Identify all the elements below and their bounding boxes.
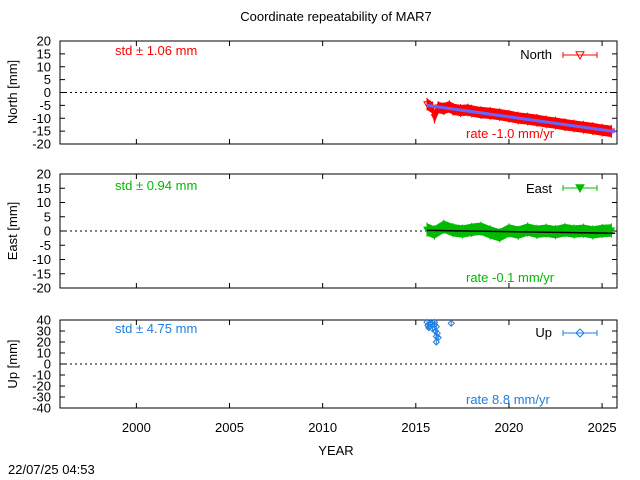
y-tick-label-north: -20 bbox=[32, 137, 51, 152]
data-point-east bbox=[505, 227, 513, 235]
std-label-north: std ± 1.06 mm bbox=[115, 43, 197, 58]
y-tick-label-up: -40 bbox=[32, 401, 51, 416]
y-label-north: North [mm] bbox=[5, 60, 20, 124]
trend-line-east bbox=[426, 229, 616, 235]
timestamp: 22/07/25 04:53 bbox=[8, 462, 95, 477]
y-tick-label-north: -15 bbox=[32, 124, 51, 139]
data-point-up bbox=[434, 333, 442, 342]
y-tick-label-east: 0 bbox=[44, 224, 51, 239]
y-tick-label-north: 0 bbox=[44, 85, 51, 100]
legend-marker-north bbox=[575, 51, 585, 61]
y-tick-label-up: 40 bbox=[37, 313, 51, 328]
std-label-east: std ± 0.94 mm bbox=[115, 178, 197, 193]
legend-label-east: East bbox=[526, 181, 552, 196]
data-point-east bbox=[495, 232, 504, 240]
y-tick-label-east: -20 bbox=[32, 281, 51, 296]
y-tick-label-east: 15 bbox=[37, 181, 51, 196]
y-tick-label-north: -10 bbox=[32, 111, 51, 126]
data-point-east bbox=[560, 227, 569, 235]
data-point-east bbox=[570, 228, 579, 236]
y-tick-label-up: 0 bbox=[44, 357, 51, 372]
std-label-up: std ± 4.75 mm bbox=[115, 321, 197, 336]
legend-label-up: Up bbox=[535, 325, 552, 340]
data-point-up bbox=[447, 319, 455, 328]
y-tick-label-east: 5 bbox=[44, 209, 51, 224]
x-tick-label: 2005 bbox=[215, 420, 244, 435]
x-tick-label: 2015 bbox=[401, 420, 430, 435]
data-up bbox=[423, 318, 455, 346]
rate-label-east: rate -0.1 mm/yr bbox=[466, 270, 555, 285]
data-point-east bbox=[579, 227, 588, 235]
x-tick-label: 2010 bbox=[308, 420, 337, 435]
rate-label-north: rate -1.0 mm/yr bbox=[466, 126, 555, 141]
y-tick-label-north: 20 bbox=[37, 34, 51, 49]
x-tick-label: 2000 bbox=[122, 420, 151, 435]
x-ticks-north bbox=[135, 41, 603, 144]
legend-marker-up bbox=[575, 328, 585, 338]
y-label-east: East [mm] bbox=[5, 202, 20, 261]
data-point-east bbox=[439, 223, 448, 231]
y-tick-label-east: -10 bbox=[32, 252, 51, 267]
legend-marker-east bbox=[575, 184, 585, 194]
data-point-east bbox=[598, 228, 606, 236]
y-tick-label-north: 10 bbox=[37, 59, 51, 74]
data-point-east bbox=[523, 226, 532, 234]
data-point-east bbox=[542, 227, 551, 235]
data-point-east bbox=[607, 227, 616, 235]
trend-line-north bbox=[426, 103, 616, 134]
x-axis-label: YEAR bbox=[318, 443, 353, 458]
y-tick-label-up: -30 bbox=[32, 390, 51, 405]
x-tick-label: 2020 bbox=[494, 420, 523, 435]
legend-symbol-north bbox=[562, 51, 598, 61]
x-ticks-east bbox=[135, 174, 603, 288]
y-label-up: Up [mm] bbox=[5, 339, 20, 388]
x-ticks-up bbox=[135, 320, 603, 408]
data-point-east bbox=[467, 226, 476, 234]
chart-title: Coordinate repeatability of MAR7 bbox=[240, 9, 432, 24]
y-tick-label-east: -5 bbox=[39, 238, 51, 253]
y-tick-label-up: 20 bbox=[37, 335, 51, 350]
legend-label-north: North bbox=[520, 47, 552, 62]
y-tick-label-north: 15 bbox=[37, 46, 51, 61]
y-tick-label-east: 20 bbox=[37, 167, 51, 182]
data-east bbox=[423, 219, 616, 243]
y-tick-label-up: 30 bbox=[37, 324, 51, 339]
data-point-up bbox=[432, 322, 441, 331]
y-tick-label-north: -5 bbox=[39, 98, 51, 113]
data-point-north bbox=[430, 114, 439, 121]
x-tick-labels: 2000 2005 2010 2015 2020 2025 bbox=[122, 420, 617, 435]
data-point-east bbox=[477, 225, 485, 233]
y-tick-label-up: 10 bbox=[37, 346, 51, 361]
y-tick-label-up: -10 bbox=[32, 368, 51, 383]
data-point-up bbox=[424, 321, 432, 330]
x-tick-label: 2025 bbox=[588, 420, 617, 435]
rate-label-up: rate 8.8 mm/yr bbox=[466, 392, 550, 407]
y-tick-label-east: -15 bbox=[32, 266, 51, 281]
y-tick-label-north: 5 bbox=[44, 72, 51, 87]
data-point-up bbox=[423, 318, 431, 326]
legend-symbol-east bbox=[562, 184, 598, 194]
y-tick-label-up: -20 bbox=[32, 379, 51, 394]
data-point-up bbox=[427, 319, 435, 328]
legend-symbol-up bbox=[562, 328, 598, 338]
y-tick-label-east: 10 bbox=[37, 195, 51, 210]
